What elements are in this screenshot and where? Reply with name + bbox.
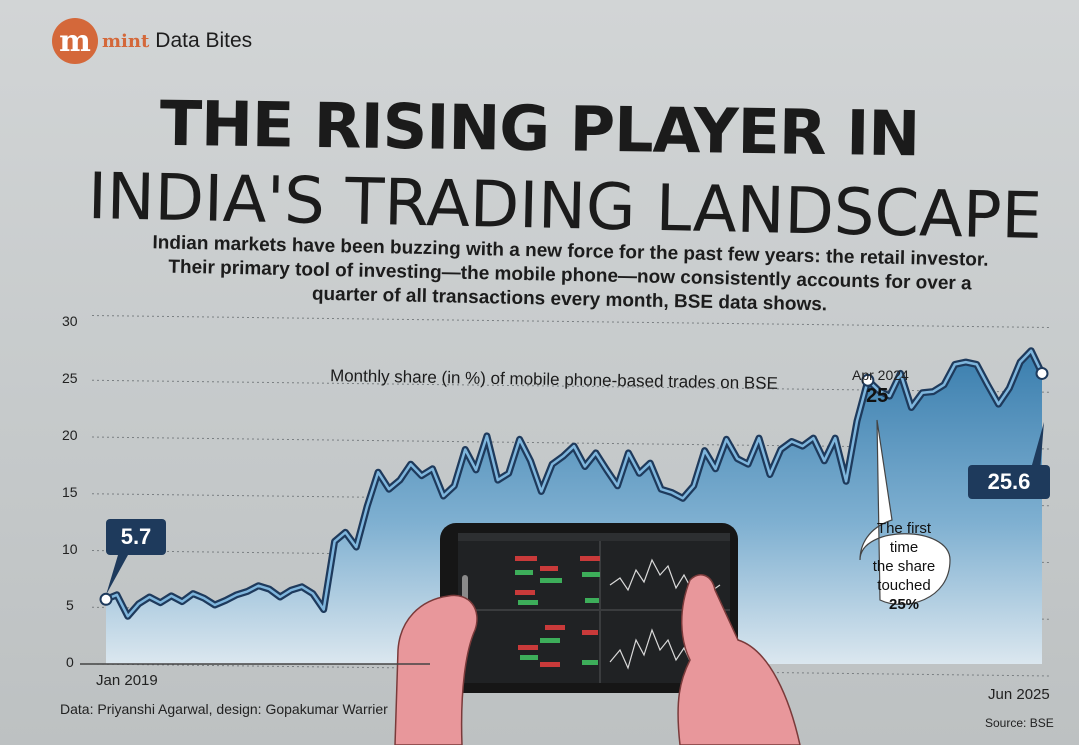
highlight-point (99, 592, 113, 606)
highlight-point (1035, 366, 1049, 380)
peak-value-label: 25 (866, 385, 889, 407)
series-line-highlight (105, 349, 1044, 618)
peak-date-label: Apr 2024 (852, 367, 909, 383)
hands-illustration (394, 574, 801, 745)
tablet-red-blocks (515, 556, 600, 667)
annotation-callout: The first time the share touched 25% (864, 515, 944, 613)
brand-name: mint (102, 30, 150, 52)
mint-logo-icon: m (52, 18, 98, 64)
badge-pointer (106, 555, 128, 595)
end-value-badge: 25.6 (968, 465, 1050, 499)
y-tick-label: 15 (62, 484, 78, 500)
tablet-green-blocks (515, 570, 600, 665)
x-end-label: Jun 2025 (988, 686, 1050, 703)
y-tick-label: 5 (66, 597, 74, 613)
x-start-label: Jan 2019 (96, 672, 158, 689)
brand-header: m mint Data Bites (52, 18, 253, 64)
y-tick-label: 10 (62, 541, 78, 557)
annotation-line2: the share (872, 558, 936, 575)
headline-line1: THE RISING PLAYER IN (159, 86, 920, 171)
section-label: Data Bites (155, 29, 253, 52)
start-value-badge: 5.7 (106, 519, 166, 555)
callout-bubble (859, 419, 951, 605)
highlight-point (861, 373, 875, 387)
credit-line: Data: Priyanshi Agarwal, design: Gopakum… (60, 701, 388, 717)
y-tick-label: 20 (62, 427, 78, 443)
y-tick-label: 0 (66, 654, 74, 670)
y-tick-label: 30 (62, 313, 78, 329)
badge-pointer-end (1030, 422, 1044, 472)
area-fill (106, 350, 1042, 664)
right-hand (677, 574, 801, 745)
annotation-line4: 25% (888, 596, 920, 613)
annotation-line3: touched (877, 577, 931, 594)
left-hand (394, 594, 478, 745)
annotation-line1: The first time (876, 520, 932, 556)
source-line: Source: BSE (985, 716, 1054, 730)
y-tick-label: 25 (62, 370, 78, 386)
